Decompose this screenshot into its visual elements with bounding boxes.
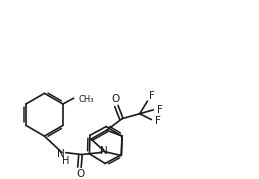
Text: F: F — [157, 105, 163, 115]
Text: O: O — [111, 94, 120, 104]
Text: N: N — [57, 149, 65, 159]
Text: N: N — [100, 146, 108, 156]
Text: O: O — [76, 169, 84, 179]
Text: CH₃: CH₃ — [78, 95, 94, 104]
Text: H: H — [62, 156, 69, 166]
Text: F: F — [149, 91, 155, 101]
Text: F: F — [155, 115, 161, 125]
